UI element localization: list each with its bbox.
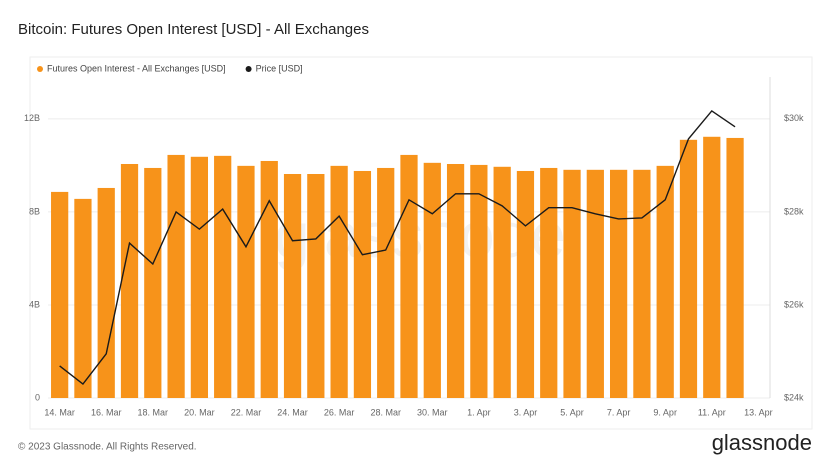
bar <box>353 170 372 398</box>
x-tick-label: 1. Apr <box>467 407 491 417</box>
bar <box>144 167 162 398</box>
bar <box>307 173 325 398</box>
bar <box>493 166 511 398</box>
x-tick-label: 13. Apr <box>744 407 773 417</box>
x-tick-label: 11. Apr <box>698 407 726 417</box>
y-tick-label: 8B <box>29 206 40 216</box>
x-tick-label: 18. Mar <box>138 407 169 417</box>
bar <box>283 173 302 398</box>
bar <box>214 155 232 398</box>
bar <box>703 136 721 398</box>
x-tick-label: 28. Mar <box>370 407 401 417</box>
bar <box>423 162 441 398</box>
bar <box>74 198 92 398</box>
bar <box>330 165 348 398</box>
legend-marker <box>37 66 43 72</box>
bar <box>97 187 115 398</box>
bar <box>633 169 651 398</box>
x-tick-label: 30. Mar <box>417 407 448 417</box>
bar <box>167 154 185 398</box>
y-tick-label: 12B <box>24 113 40 123</box>
y2-tick-label: $26k <box>784 299 804 309</box>
bar <box>726 137 744 398</box>
bar <box>586 169 604 398</box>
legend-label: Futures Open Interest - All Exchanges [U… <box>47 63 226 73</box>
chart-frame <box>29 56 813 430</box>
x-tick-label: 14. Mar <box>44 407 75 417</box>
x-tick-label: 16. Mar <box>91 407 122 417</box>
legend-label: Price [USD] <box>256 63 303 73</box>
y2-tick-label: $28k <box>784 206 804 216</box>
footer: © 2023 Glassnode. All Rights Reserved. <box>18 442 197 453</box>
bar <box>516 170 535 398</box>
bar <box>260 160 278 398</box>
chart-title: Bitcoin: Futures Open Interest [USD] - A… <box>18 21 369 38</box>
bar <box>400 154 418 398</box>
bar <box>377 167 395 398</box>
x-tick-label: 5. Apr <box>560 407 584 417</box>
bar <box>679 139 698 398</box>
bar <box>540 167 558 398</box>
bar <box>51 191 69 398</box>
bar <box>120 163 139 398</box>
y2-tick-label: $24k <box>784 392 804 402</box>
bar <box>237 165 255 398</box>
y-tick-label: 4B <box>29 299 40 309</box>
logo: glassnode <box>712 430 812 455</box>
x-tick-label: 9. Apr <box>653 407 677 417</box>
x-tick-label: 3. Apr <box>514 407 538 417</box>
bar <box>609 169 628 398</box>
x-tick-label: 24. Mar <box>277 407 308 417</box>
x-tick-label: 26. Mar <box>324 407 355 417</box>
bar <box>190 156 209 398</box>
y2-tick-label: $30k <box>784 113 804 123</box>
x-tick-label: 20. Mar <box>184 407 215 417</box>
bar <box>563 169 581 398</box>
x-tick-label: 7. Apr <box>607 407 631 417</box>
price-line <box>59 110 736 386</box>
bar <box>470 164 488 398</box>
bar <box>656 165 674 398</box>
bar <box>446 163 465 398</box>
x-tick-label: 22. Mar <box>231 407 262 417</box>
y-tick-label: 0 <box>35 392 40 402</box>
legend-marker <box>245 66 252 72</box>
